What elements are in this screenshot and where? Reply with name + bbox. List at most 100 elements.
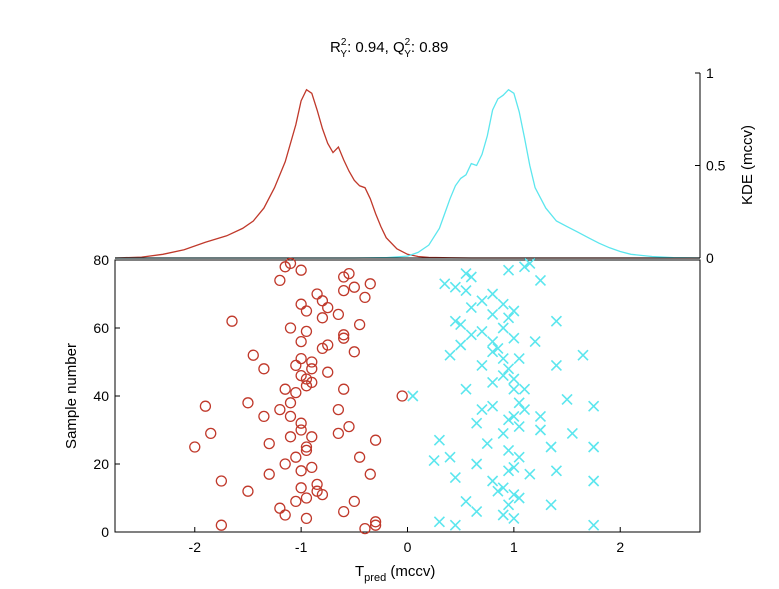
scatter-point-cross: [444, 451, 456, 463]
kde-curves: [114, 88, 701, 259]
scatter-point-circle: [284, 431, 297, 443]
scatter-point-circle: [311, 288, 323, 300]
scatter-point-cross: [524, 468, 536, 480]
scatter-x-tick-label: -2: [189, 539, 202, 555]
scatter-point-circle: [290, 451, 302, 463]
scatter-point-cross: [433, 516, 445, 528]
scatter-point-cross: [508, 332, 520, 344]
scatter-y-axis-label: Sample number: [63, 343, 80, 449]
scatter-point-cross: [545, 441, 557, 453]
scatter-point-cross: [449, 281, 461, 293]
scatter-point-circle: [306, 356, 318, 368]
scatter-point-circle: [215, 475, 228, 487]
kde-y-tick-label: 0: [706, 250, 714, 266]
scatter-point-circle: [300, 441, 313, 453]
scatter-point-circle: [226, 315, 238, 327]
scatter-point-circle: [263, 437, 275, 450]
scatter-point-circle: [263, 468, 275, 480]
scatter-x-tick-label: 2: [616, 539, 624, 555]
scatter-y-tick-label: 40: [93, 388, 109, 404]
scatter-y-tick-label: 60: [93, 320, 109, 336]
scatter-y-tick-label: 80: [93, 252, 109, 268]
scatter-point-cross: [502, 414, 515, 426]
scatter-point-circle: [284, 322, 297, 334]
scatter-point-cross: [513, 451, 525, 463]
scatter-point-cross: [577, 349, 589, 361]
scatter-point-circle: [279, 509, 291, 521]
scatter-point-cross: [513, 353, 525, 365]
scatter-x-tick-label: -1: [295, 539, 308, 555]
scatter-point-circle: [316, 342, 329, 355]
scatter-point-circle: [338, 332, 350, 344]
scatter-point-cross: [471, 506, 483, 518]
scatter-point-circle: [290, 359, 302, 372]
scatter-point-circle: [322, 301, 334, 314]
scatter-point-circle: [300, 380, 313, 392]
scatter-point-cross: [508, 383, 520, 395]
scatter-point-circle: [284, 397, 297, 409]
scatter-point-circle: [316, 295, 329, 307]
scatter-point-circle: [338, 505, 350, 518]
scatter-point-cross: [534, 424, 547, 436]
scatter-point-circle: [306, 461, 318, 474]
scatter-point-cross: [444, 349, 456, 361]
kde-y-ticks: 00.51: [695, 65, 726, 266]
scatter-point-cross: [534, 410, 547, 422]
scatter-point-circle: [290, 495, 302, 508]
scatter-point-circle: [359, 291, 371, 304]
scatter-point-cross: [487, 400, 499, 412]
scatter-point-cross: [471, 417, 483, 429]
scatter-point-cross: [449, 519, 461, 531]
scatter-point-circle: [215, 519, 228, 531]
scatter-point-cross: [588, 519, 600, 531]
scatter-point-circle: [369, 516, 382, 528]
scatter-point-cross: [497, 298, 509, 310]
scatter-x-axis-label: Tpred (mccv): [355, 563, 435, 584]
scatter-point-circle: [343, 420, 355, 433]
scatter-point-circle: [258, 363, 270, 375]
scatter-point-cross: [566, 427, 578, 439]
scatter-point-circle: [300, 492, 313, 504]
scatter-point-circle: [369, 519, 382, 531]
scatter-point-circle: [332, 427, 345, 440]
scatter-point-circle: [332, 403, 345, 416]
scatter-point-cross: [508, 305, 520, 317]
scatter-point-cross: [502, 363, 515, 375]
kde-series-1-line: [115, 88, 701, 259]
scatter-point-cross: [550, 465, 562, 477]
scatter-point-cross: [476, 295, 488, 307]
scatter-point-cross: [502, 465, 515, 477]
scatter-point-circle: [338, 383, 350, 395]
scatter-point-circle: [348, 495, 360, 508]
scatter-point-cross: [487, 346, 499, 358]
scatter-x-tick-label: 1: [510, 539, 518, 555]
scatter-point-circle: [258, 410, 270, 423]
scatter-point-cross: [471, 458, 483, 470]
scatter-point-circle: [332, 308, 345, 321]
scatter-point-cross: [460, 268, 472, 280]
scatter-point-circle: [396, 390, 408, 402]
kde-series-0-line: [114, 88, 700, 259]
scatter-point-circle: [364, 278, 376, 290]
scatter-point-circle: [369, 434, 382, 446]
scatter-point-cross: [465, 302, 477, 314]
scatter-point-circle: [300, 305, 313, 317]
scatter-point-circle: [306, 431, 318, 443]
kde-y-axis-label: KDE (mccv): [739, 125, 756, 205]
scatter-point-circle: [284, 410, 297, 423]
scatter-point-cross: [476, 325, 488, 337]
scatter-point-cross: [455, 319, 467, 331]
scatter-point-circle: [300, 444, 313, 457]
scatter-point-circle: [295, 335, 307, 348]
scatter-point-cross: [487, 308, 499, 320]
scatter-point-cross: [476, 359, 488, 371]
scatter-point-cross: [508, 373, 520, 385]
kde-panel: 00.51 KDE (mccv): [114, 65, 756, 266]
scatter-point-circle: [205, 427, 217, 440]
scatter-point-circle: [295, 424, 307, 436]
scatter-point-cross: [497, 427, 509, 439]
scatter-point-circle: [295, 298, 307, 310]
scatter-point-cross: [513, 397, 525, 409]
scatter-point-circle: [295, 417, 307, 429]
